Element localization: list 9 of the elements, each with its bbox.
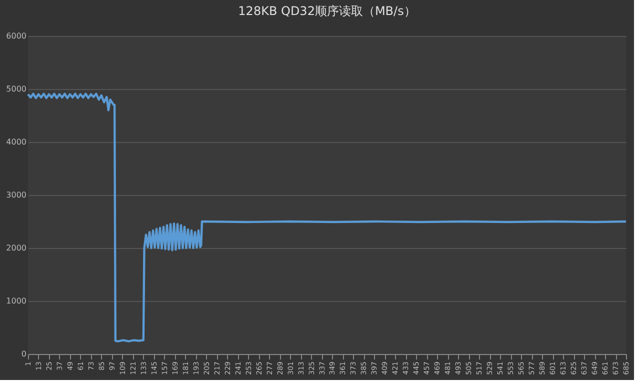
y-tick-label: 1000 bbox=[6, 296, 26, 306]
y-tick-label: 0 bbox=[21, 350, 26, 358]
y-tick-label: 6000 bbox=[6, 32, 26, 40]
y-tick-label: 3000 bbox=[6, 190, 26, 200]
y-tick-label: 5000 bbox=[6, 84, 26, 94]
y-tick-label: 2000 bbox=[6, 244, 26, 252]
chart-title: 128KB QD32顺序读取（MB/s） bbox=[238, 4, 416, 18]
y-tick-label: 4000 bbox=[6, 138, 26, 146]
line-series bbox=[26, 92, 628, 342]
